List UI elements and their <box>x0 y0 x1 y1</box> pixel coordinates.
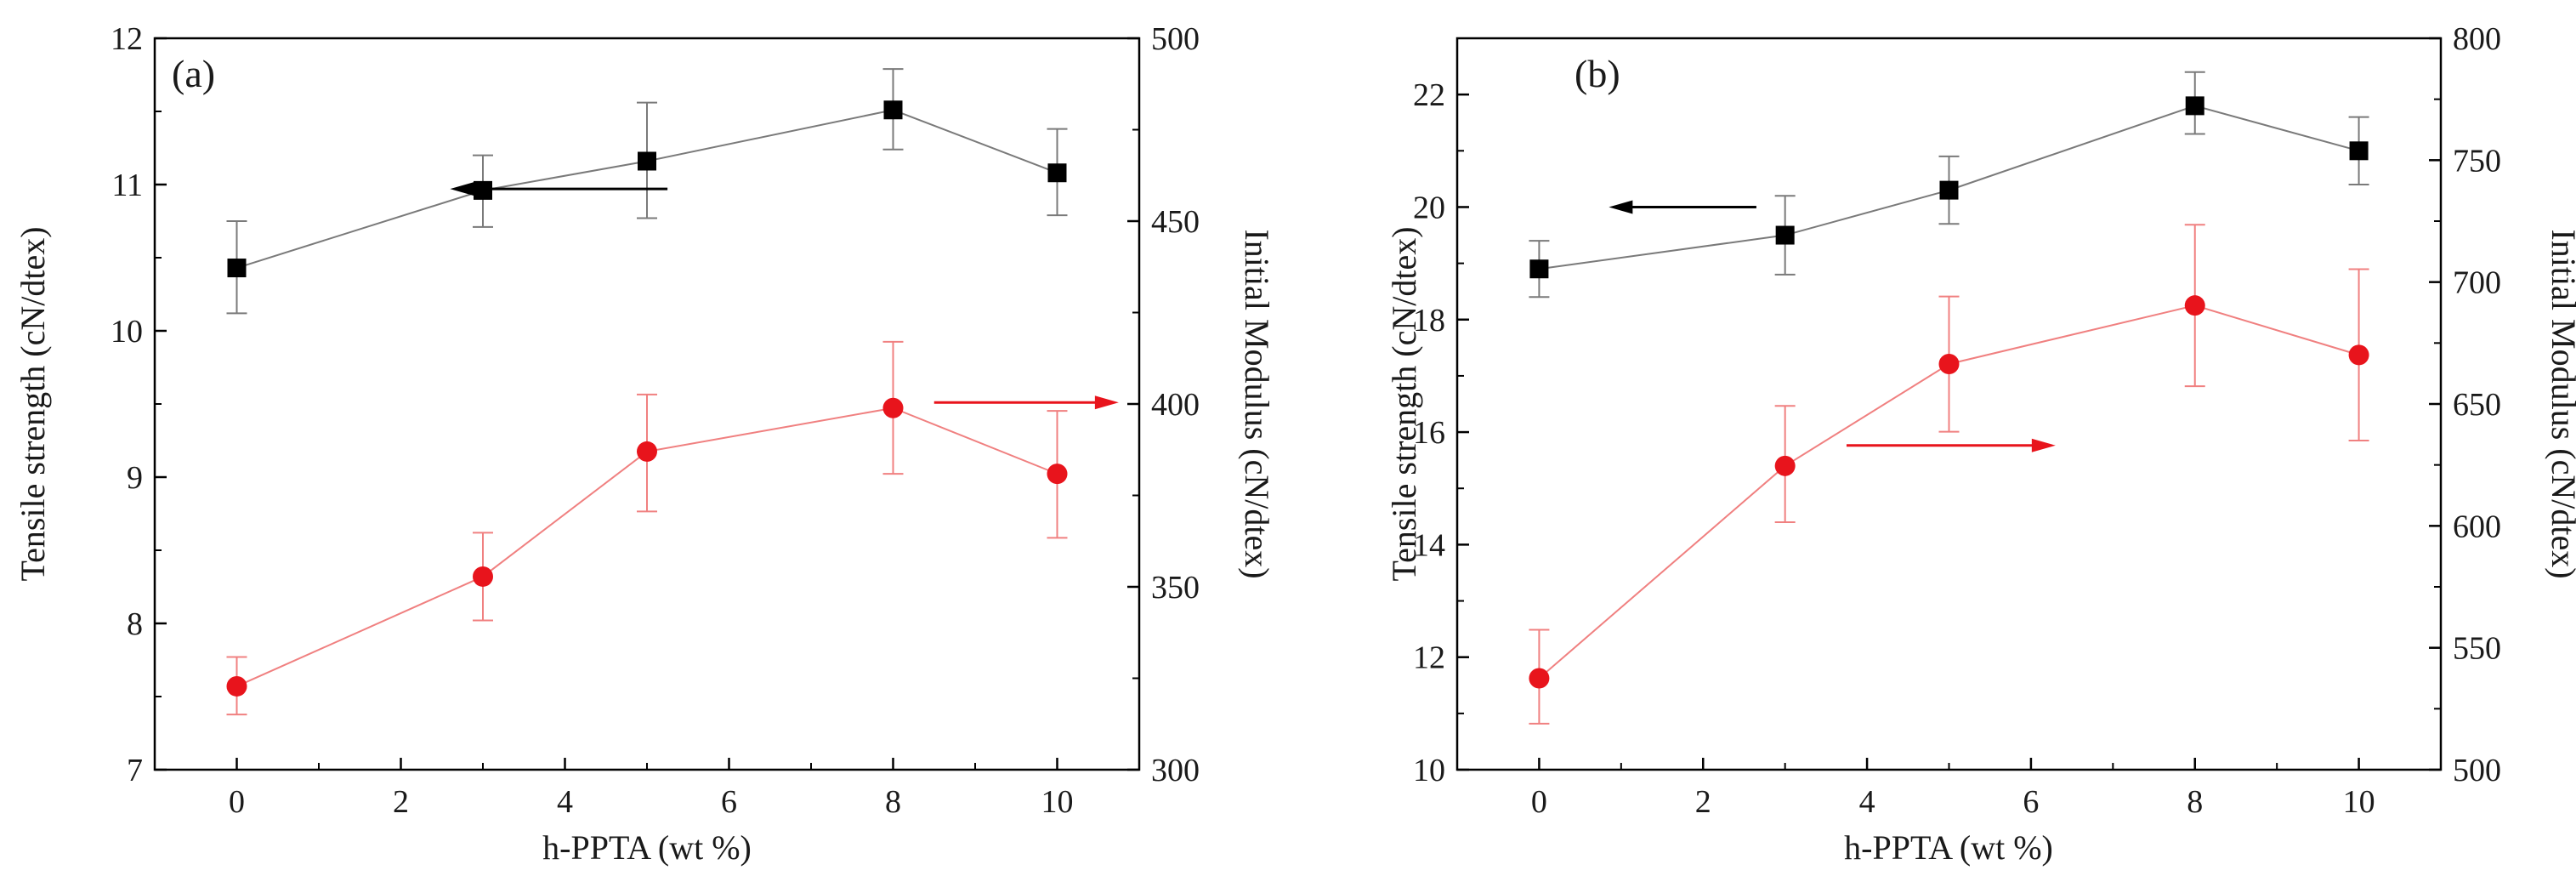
y-left-tick-label: 22 <box>1413 77 1445 113</box>
chart-panel-b: (b) h-PPTA (wt %) Tensile strength (cN/d… <box>1385 21 2576 867</box>
x-tick-label: 8 <box>885 784 901 820</box>
y-left-tick-label: 12 <box>1413 640 1445 676</box>
y-right-tick-label: 500 <box>1151 21 1200 57</box>
y-right-tick-label: 400 <box>1151 387 1200 423</box>
data-point-tensile <box>474 180 492 200</box>
data-point-modulus <box>2348 344 2369 366</box>
y-left-tick-label: 8 <box>127 606 143 642</box>
data-point-modulus <box>226 675 247 697</box>
data-point-modulus <box>882 397 904 418</box>
x-axis-title: h-PPTA (wt %) <box>542 828 752 867</box>
y-left-tick-label: 18 <box>1413 303 1445 338</box>
arrow-head-right <box>2031 438 2056 452</box>
x-tick-label: 2 <box>1695 784 1711 820</box>
y-axis-title-left: Tensile strength (cN/dtex) <box>1385 226 1423 581</box>
data-point-tensile <box>2349 141 2369 161</box>
chart-panel-a: (a) h-PPTA (wt %) Tensile strength (cN/d… <box>14 21 1276 867</box>
y-right-tick-label: 300 <box>1151 753 1200 788</box>
x-tick-label: 10 <box>2343 784 2375 820</box>
data-point-modulus <box>1047 464 1068 485</box>
data-point-modulus <box>1938 353 1960 374</box>
x-axis-title: h-PPTA (wt %) <box>1844 828 2053 867</box>
y-right-tick-label: 650 <box>2453 387 2501 423</box>
y-right-tick-label: 700 <box>2453 265 2501 301</box>
data-point-tensile <box>1775 225 1795 245</box>
y-left-tick-label: 12 <box>111 21 143 57</box>
data-point-tensile <box>638 151 656 171</box>
y-left-tick-label: 7 <box>127 753 143 788</box>
y-left-tick-label: 20 <box>1413 190 1445 225</box>
y-right-tick-label: 500 <box>2453 753 2501 788</box>
y-right-tick-label: 800 <box>2453 21 2501 57</box>
y-left-tick-label: 14 <box>1413 527 1445 563</box>
x-tick-label: 8 <box>2187 784 2203 820</box>
panel-label: (b) <box>1575 52 1620 95</box>
y-right-tick-label: 350 <box>1151 570 1200 606</box>
y-axis-title-left: Tensile strength (cN/dtex) <box>14 226 52 581</box>
data-point-tensile <box>1047 163 1067 183</box>
x-tick-label: 4 <box>557 784 573 820</box>
data-point-tensile <box>883 100 903 120</box>
x-tick-label: 2 <box>393 784 409 820</box>
y-axis-title-right: Initial Modulus (cN/dtex) <box>2545 229 2576 578</box>
y-right-tick-label: 600 <box>2453 509 2501 544</box>
panel-label: (a) <box>172 52 215 95</box>
x-tick-label: 0 <box>1531 784 1547 820</box>
data-point-modulus <box>1774 455 1796 476</box>
y-left-tick-label: 10 <box>1413 753 1445 788</box>
x-tick-label: 0 <box>229 784 245 820</box>
data-point-tensile <box>1529 259 1549 279</box>
y-right-tick-label: 550 <box>2453 631 2501 667</box>
arrow-head-left <box>450 182 474 196</box>
y-left-tick-label: 11 <box>111 168 143 203</box>
data-point-tensile <box>1939 180 1959 200</box>
arrow-head-right <box>1094 395 1119 410</box>
data-point-modulus <box>473 566 493 587</box>
x-tick-label: 4 <box>1859 784 1875 820</box>
y-left-tick-label: 16 <box>1413 415 1445 451</box>
y-right-tick-label: 750 <box>2453 143 2501 179</box>
arrow-head-left <box>1609 200 1633 214</box>
y-axis-title-right: Initial Modulus (cN/dtex) <box>1238 229 1276 578</box>
data-point-tensile <box>227 259 247 278</box>
data-point-tensile <box>2185 96 2204 116</box>
y-left-tick-label: 10 <box>111 314 143 350</box>
data-point-modulus <box>1529 668 1550 689</box>
data-point-modulus <box>637 441 657 462</box>
x-tick-label: 6 <box>721 784 737 820</box>
x-tick-label: 10 <box>1041 784 1074 820</box>
y-right-tick-label: 450 <box>1151 204 1200 240</box>
data-point-modulus <box>2184 295 2205 316</box>
x-tick-label: 6 <box>2023 784 2039 820</box>
y-left-tick-label: 9 <box>127 460 143 496</box>
